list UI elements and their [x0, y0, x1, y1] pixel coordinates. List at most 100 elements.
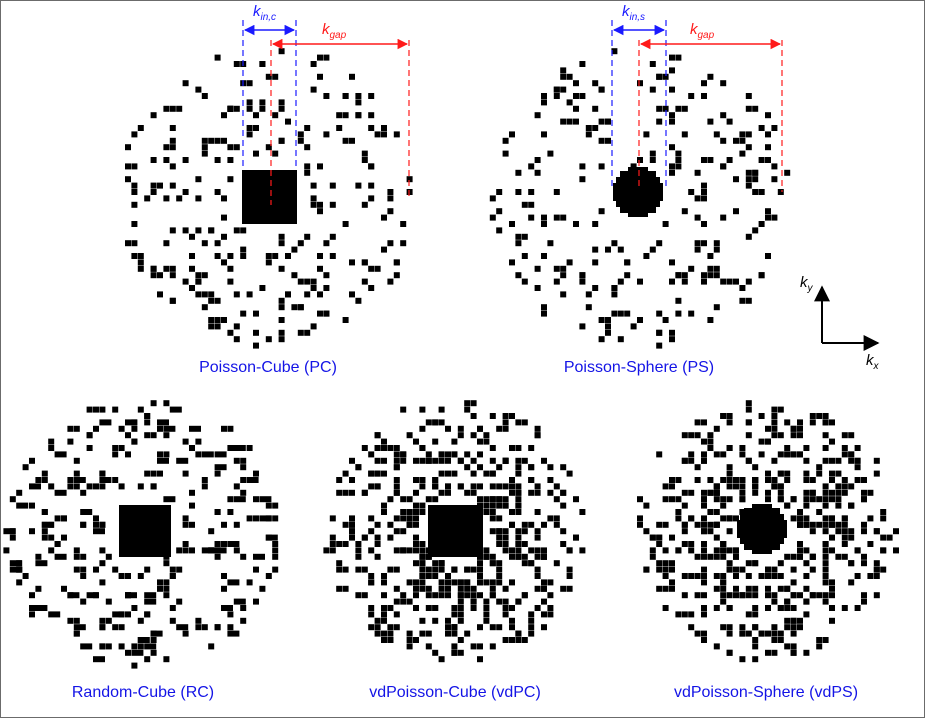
sampling-point	[573, 118, 579, 125]
caption-ps: Poisson-Sphere (PS)	[564, 359, 714, 376]
sampling-point	[643, 528, 650, 535]
sampling-point	[509, 259, 515, 266]
sampling-point	[515, 189, 522, 195]
sampling-point	[317, 253, 323, 259]
sampling-point	[393, 515, 400, 522]
sampling-point	[323, 310, 330, 317]
sampling-point	[368, 579, 375, 586]
sampling-point	[227, 265, 234, 272]
sampling-point	[112, 477, 119, 483]
sampling-point	[803, 515, 810, 522]
sampling-point	[208, 317, 215, 323]
sampling-point	[131, 221, 138, 227]
sampling-point	[195, 86, 202, 93]
sampling-point	[745, 406, 752, 413]
sampling-point	[419, 502, 426, 509]
sampling-point	[368, 182, 375, 189]
sampling-point	[489, 553, 496, 560]
sampling-point	[259, 285, 266, 291]
sampling-point	[483, 432, 490, 439]
sampling-point	[669, 560, 675, 567]
sampling-point	[694, 477, 701, 483]
sampling-point	[701, 157, 707, 163]
sampling-point	[131, 419, 138, 426]
sampling-point	[553, 515, 560, 522]
sampling-point	[656, 566, 663, 573]
sampling-point	[534, 425, 541, 432]
sampling-point	[393, 259, 400, 266]
sampling-point	[694, 432, 701, 439]
sampling-point	[675, 310, 682, 317]
sampling-point	[208, 291, 215, 298]
sampling-point	[521, 253, 528, 259]
sampling-point	[374, 630, 381, 637]
sampling-point	[73, 425, 80, 432]
sampling-point	[349, 73, 355, 80]
sampling-point	[707, 521, 714, 528]
sampling-point	[118, 445, 125, 451]
sampling-point	[361, 259, 368, 266]
vdps-center-sphere	[737, 504, 787, 554]
sampling-point	[829, 617, 835, 624]
sampling-point	[150, 637, 157, 643]
sampling-point	[758, 451, 765, 458]
sampling-point	[758, 573, 765, 579]
sampling-point	[67, 477, 74, 483]
sampling-point	[701, 566, 707, 573]
sampling-point	[867, 573, 874, 579]
sampling-point	[809, 477, 816, 483]
sampling-point	[809, 413, 816, 419]
sampling-point	[701, 637, 707, 643]
sampling-point	[726, 470, 733, 477]
sampling-point	[221, 605, 227, 611]
sampling-point	[528, 214, 535, 221]
sampling-point	[649, 547, 656, 554]
ps-gap-dimension: kgap	[638, 21, 783, 192]
sampling-point	[541, 547, 547, 554]
sampling-point	[137, 259, 144, 266]
sampling-point	[765, 144, 771, 151]
sampling-point	[528, 489, 535, 496]
sampling-point	[176, 598, 183, 605]
sampling-point	[208, 137, 215, 144]
sampling-point	[784, 585, 791, 592]
sampling-point	[579, 278, 586, 285]
sampling-point	[451, 611, 458, 618]
sampling-point	[445, 617, 451, 624]
sampling-point	[182, 470, 189, 477]
sampling-point	[701, 521, 707, 528]
sampling-point	[477, 624, 483, 631]
sampling-point	[387, 566, 394, 573]
sampling-point	[80, 521, 87, 528]
sampling-point	[329, 201, 336, 208]
sampling-point	[880, 509, 887, 515]
sampling-point	[592, 105, 599, 112]
sampling-point	[841, 553, 848, 560]
sampling-point	[752, 624, 759, 631]
sampling-point	[35, 560, 48, 567]
sampling-point	[406, 637, 413, 643]
vdpc-sampling-points	[323, 400, 586, 663]
sampling-point	[157, 470, 163, 477]
sampling-point	[304, 169, 311, 176]
sampling-point	[157, 425, 163, 432]
sampling-point	[720, 624, 727, 631]
caption-pc: Poisson-Cube (PC)	[199, 359, 337, 376]
sampling-point	[73, 457, 80, 464]
sampling-point	[675, 163, 682, 170]
sampling-point	[246, 515, 253, 522]
sampling-point	[675, 547, 682, 554]
sampling-point	[829, 515, 835, 522]
sampling-point	[374, 265, 381, 272]
sampling-point	[413, 477, 419, 483]
sampling-point	[713, 246, 720, 253]
sampling-point	[195, 176, 202, 183]
sampling-point	[233, 323, 240, 330]
sampling-point	[189, 489, 195, 496]
sampling-point	[784, 605, 791, 611]
sampling-point	[656, 560, 663, 567]
sampling-point	[829, 457, 835, 464]
sampling-point	[349, 137, 355, 144]
sampling-point	[515, 470, 522, 477]
sampling-point	[758, 189, 765, 195]
